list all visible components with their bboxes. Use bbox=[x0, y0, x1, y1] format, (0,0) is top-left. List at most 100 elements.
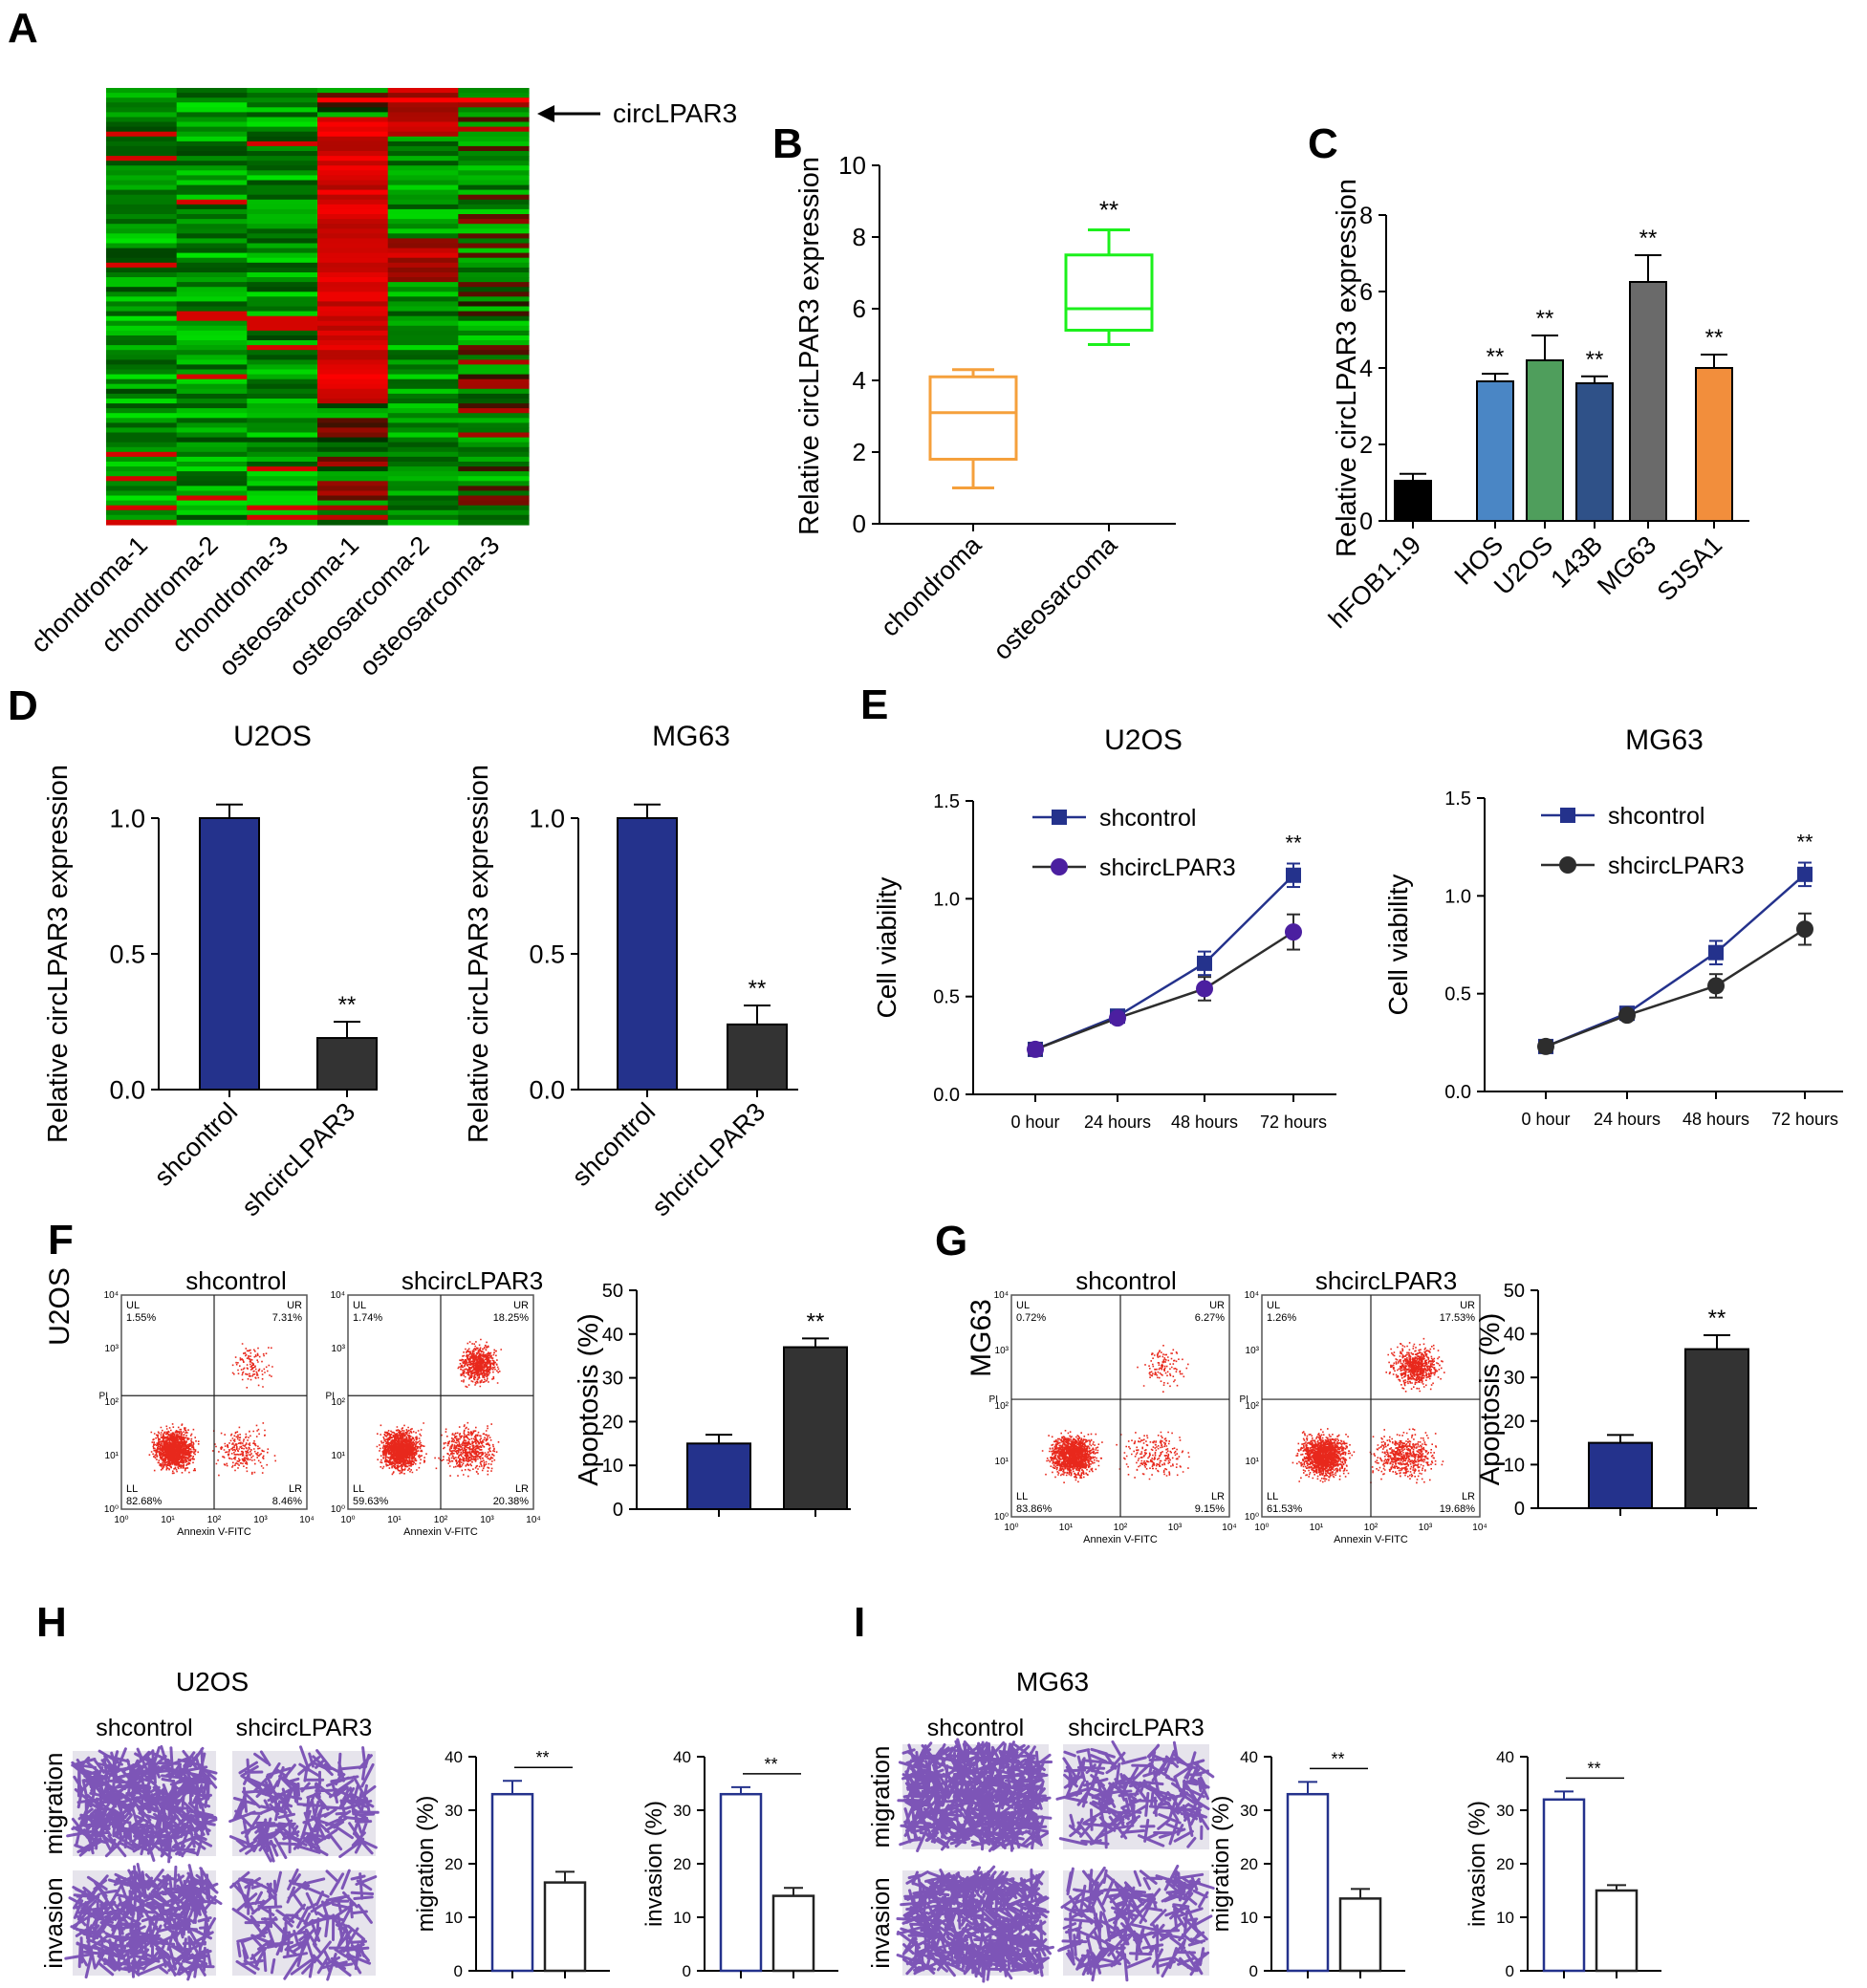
d-mg63-y-label: Relative circLPAR3 expression bbox=[464, 765, 494, 1143]
g-flow-shcirclpar3-q-lr: LR bbox=[1462, 1491, 1475, 1502]
heatmap-cell bbox=[387, 462, 459, 467]
heatmap-cell bbox=[176, 156, 248, 162]
heatmap-cell bbox=[458, 277, 530, 283]
e-u2os-significance: ** bbox=[1285, 831, 1302, 854]
heatmap-cell bbox=[106, 180, 178, 186]
heatmap-cell bbox=[387, 466, 459, 472]
heatmap-cell bbox=[247, 432, 318, 439]
heatmap-cell bbox=[387, 145, 459, 152]
heatmap-cell bbox=[106, 462, 178, 467]
f-flow-shcontrol-y-label: PI bbox=[99, 1391, 108, 1401]
h-migration-chart-y-tick-label: 40 bbox=[445, 1748, 463, 1766]
heatmap-cell bbox=[317, 107, 389, 113]
f-apoptosis-y-label: Apoptosis (%) bbox=[574, 1313, 604, 1486]
c-y-tick-label: 0 bbox=[1359, 508, 1373, 535]
heatmap-cell bbox=[317, 151, 389, 157]
heatmap-cell bbox=[106, 315, 178, 322]
panel-label-d: D bbox=[8, 682, 38, 729]
heatmap-cell bbox=[247, 481, 318, 486]
e-u2os-point-circle bbox=[1196, 980, 1213, 998]
heatmap-cell bbox=[106, 451, 178, 458]
heatmap-cell bbox=[247, 500, 318, 507]
heatmap-cell bbox=[176, 189, 248, 196]
heatmap-cell bbox=[317, 296, 389, 302]
d-u2os-y-tick-label: 0.5 bbox=[109, 940, 145, 968]
heatmap-cell bbox=[317, 140, 389, 147]
heatmap-cell bbox=[247, 184, 318, 191]
g-apoptosis-bar bbox=[1684, 1348, 1749, 1510]
e-u2os-point-circle bbox=[1027, 1040, 1044, 1058]
f-flow-shcontrol-x-label: Annexin V-FITC bbox=[177, 1526, 251, 1538]
h-migration-shcontrol-cells bbox=[66, 1744, 218, 1864]
heatmap-cell bbox=[458, 228, 530, 234]
g-flow-shcontrol-x-tick-label: 10⁰ bbox=[1004, 1523, 1018, 1533]
heatmap-cell bbox=[176, 383, 248, 390]
h-invasion-chart-bar bbox=[719, 1792, 763, 1973]
b-y-tick-label: 2 bbox=[853, 438, 866, 466]
heatmap-cell bbox=[317, 509, 389, 516]
i-invasion-chart-significance: ** bbox=[1587, 1759, 1600, 1778]
g-apoptosis-y-tick-label: 50 bbox=[1504, 1281, 1525, 1302]
heatmap-cell bbox=[106, 437, 178, 443]
heatmap-cell bbox=[317, 514, 389, 521]
heatmap-cell bbox=[458, 359, 530, 366]
i-row-migration: migration bbox=[866, 1746, 895, 1848]
panel-label-c: C bbox=[1308, 120, 1338, 167]
heatmap-cell bbox=[106, 194, 178, 201]
e-mg63-y-tick-label: 0.5 bbox=[1444, 984, 1471, 1005]
g-flow-shcontrol-x-tick-label: 10³ bbox=[1168, 1523, 1183, 1533]
e-u2os-point-circle bbox=[1285, 923, 1302, 941]
heatmap-cell bbox=[317, 121, 389, 128]
heatmap-cell bbox=[247, 248, 318, 254]
g-flow-shcontrol-x-tick-label: 10² bbox=[1114, 1523, 1128, 1533]
heatmap-cell bbox=[317, 418, 389, 423]
e-mg63-x-tick-label: 72 hours bbox=[1771, 1110, 1838, 1129]
e-mg63-legend-marker bbox=[1560, 808, 1575, 823]
heatmap-cell bbox=[106, 204, 178, 210]
heatmap-cell bbox=[247, 165, 318, 171]
heatmap-cell bbox=[387, 355, 459, 360]
heatmap-cell bbox=[106, 121, 178, 128]
h-migration-chart-y-tick-label: 10 bbox=[445, 1909, 463, 1927]
heatmap-cell bbox=[317, 165, 389, 171]
heatmap-cell bbox=[176, 432, 248, 439]
heatmap-cell bbox=[176, 514, 248, 521]
heatmap-cell bbox=[176, 140, 248, 147]
heatmap-cell bbox=[176, 378, 248, 385]
heatmap-cell bbox=[387, 214, 459, 220]
h-invasion-chart-y-tick-label: 20 bbox=[673, 1855, 691, 1873]
heatmap-cell bbox=[387, 399, 459, 404]
heatmap-cell bbox=[106, 345, 178, 351]
heatmap-cell bbox=[176, 165, 248, 171]
heatmap-cell bbox=[458, 93, 530, 98]
heatmap-cell bbox=[176, 224, 248, 229]
heatmap-cell bbox=[387, 277, 459, 283]
heatmap-cell bbox=[247, 442, 318, 448]
i-invasion-chart-y-tick-label: 40 bbox=[1496, 1748, 1514, 1766]
g-flow-shcirclpar3-x-tick-label: 10⁴ bbox=[1472, 1523, 1487, 1533]
f-flow-shcontrol-y-tick-label: 10⁴ bbox=[104, 1290, 119, 1301]
e-mg63-legend-marker bbox=[1559, 856, 1576, 874]
f-flow-shcirclpar3-y-tick-label: 10² bbox=[332, 1397, 346, 1408]
heatmap-cell bbox=[387, 151, 459, 157]
h-migration-chart-bar bbox=[543, 1881, 587, 1973]
heatmap-cell bbox=[387, 374, 459, 380]
heatmap-cell bbox=[317, 145, 389, 152]
heatmap-cell bbox=[317, 175, 389, 182]
heatmap-cell bbox=[176, 272, 248, 278]
i-migration-chart-bar bbox=[1338, 1897, 1382, 1973]
heatmap-cell bbox=[458, 301, 530, 308]
heatmap-cell bbox=[176, 204, 248, 210]
d-mg63-y-tick-label: 1.0 bbox=[529, 804, 565, 832]
panel-i-transwell: I MG63 shcontrol shcircLPAR3 migration invasi… bbox=[854, 1599, 1661, 1983]
heatmap-cell bbox=[387, 165, 459, 171]
g-flow-shcirclpar3-x-tick-label: 10¹ bbox=[1310, 1523, 1324, 1533]
f-flow-shcirclpar3-q-lr: LR bbox=[515, 1483, 529, 1495]
heatmap-cell bbox=[247, 107, 318, 113]
heatmap-cell bbox=[106, 267, 178, 273]
heatmap-cell bbox=[106, 277, 178, 283]
heatmap-cell bbox=[387, 369, 459, 376]
heatmap-cell bbox=[176, 301, 248, 308]
panel-label-a: A bbox=[8, 5, 38, 52]
